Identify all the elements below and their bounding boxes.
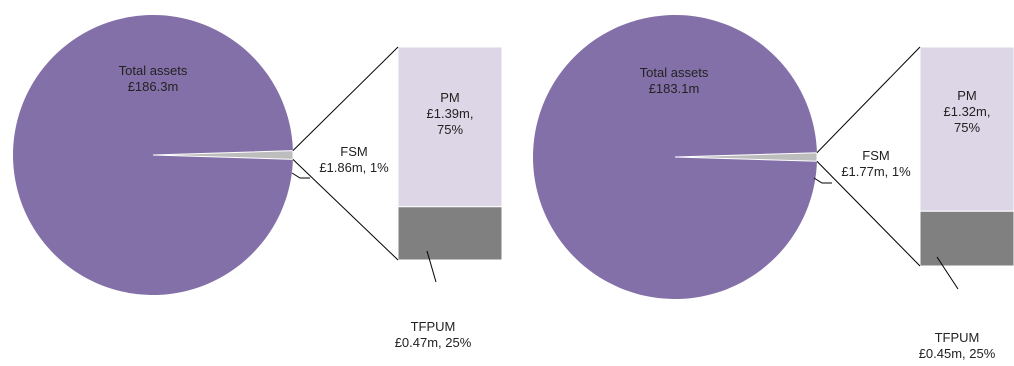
data-label-total-assets: Total assets £186.3m xyxy=(119,63,188,94)
chart-left: Total assets £186.3m FSM £1.86m, 1% PM £1.39m… xyxy=(13,15,503,350)
data-label-tfpum-line: £0.45m, 25% xyxy=(919,346,996,361)
connector-line-bottom xyxy=(292,158,399,261)
data-label-total-assets-line: £183.1m xyxy=(649,81,700,96)
data-label-tfpum-line: £0.47m, 25% xyxy=(395,335,472,350)
bar-segment-pm xyxy=(397,46,503,208)
data-label-tfpum: TFPUM £0.45m, 25% xyxy=(919,330,996,361)
data-label-fsm-line: FSM xyxy=(862,148,889,163)
pie-slice-fsm xyxy=(674,152,818,162)
bar-segment-pm xyxy=(919,46,1014,212)
data-label-tfpum-line: TFPUM xyxy=(411,319,456,334)
connector-line-top xyxy=(816,46,921,154)
data-label-fsm-line: FSM xyxy=(340,144,367,159)
data-label-pm: PM £1.39m, 75% xyxy=(427,90,474,137)
data-label-tfpum-line: TFPUM xyxy=(935,330,980,345)
data-label-total-assets: Total assets £183.1m xyxy=(640,65,709,96)
bar-segment-tfpum xyxy=(919,210,1014,267)
chart-right: Total assets £183.1m FSM £1.77m, 1% PM £1.32m… xyxy=(533,14,1014,361)
data-label-pm-line: PM xyxy=(957,88,977,103)
pie-slice-total-assets xyxy=(533,14,817,300)
data-label-total-assets-line: Total assets xyxy=(640,65,709,80)
data-label-pm-line: PM xyxy=(440,90,460,105)
data-label-pm: PM £1.32m, 75% xyxy=(944,88,991,135)
data-label-pm-line: £1.39m, xyxy=(427,106,474,121)
pie-slice-fsm xyxy=(152,150,294,160)
data-label-fsm: FSM £1.86m, 1% xyxy=(319,144,389,175)
data-label-pm-line: 75% xyxy=(437,122,463,137)
connector-line-bottom xyxy=(816,160,921,267)
connector-line-top xyxy=(292,46,399,152)
pie-slice-total-assets xyxy=(13,15,293,296)
tfpum-leader-line xyxy=(936,256,959,290)
data-label-pm-line: 75% xyxy=(954,120,980,135)
data-label-fsm-line: £1.86m, 1% xyxy=(319,160,389,175)
data-label-pm-line: £1.32m, xyxy=(944,104,991,119)
data-label-fsm-line: £1.77m, 1% xyxy=(841,164,911,179)
fsm-leader-line xyxy=(813,177,832,184)
data-label-tfpum: TFPUM £0.47m, 25% xyxy=(395,319,472,350)
fsm-leader-line xyxy=(291,172,310,179)
tfpum-leader-line xyxy=(426,250,437,283)
data-label-total-assets-line: Total assets xyxy=(119,63,188,78)
data-label-fsm: FSM £1.77m, 1% xyxy=(841,148,911,179)
data-label-total-assets-line: £186.3m xyxy=(128,79,179,94)
bar-segment-tfpum xyxy=(397,206,503,261)
